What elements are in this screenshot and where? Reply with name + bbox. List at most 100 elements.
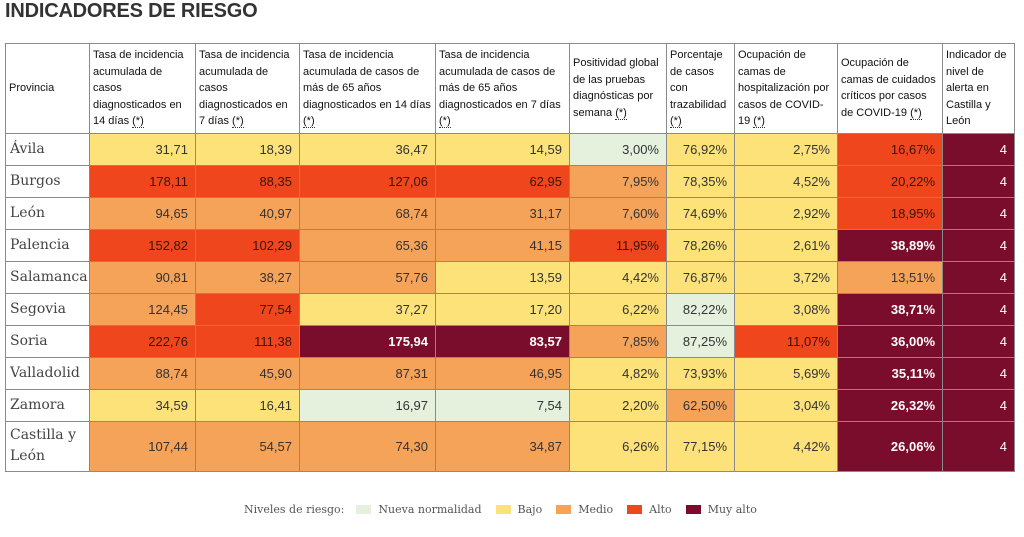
indicator-cell: 4 [942, 356, 1015, 390]
legend-label: Niveles de riesgo: [244, 503, 345, 516]
indicator-cell: 107,44 [89, 420, 196, 472]
table-row: León 94,65 40,97 68,74 31,17 7,60% 74,69% 2,92%… [5, 196, 1015, 230]
province-name: Castilla y León [5, 420, 90, 472]
indicator-cell: 7,85% [569, 324, 667, 358]
table-row: Castilla y León 107,44 54,57 74,30 34,87 6,26… [5, 420, 1015, 472]
column-header-text: Positividad global de las pruebas diagnó… [573, 57, 659, 119]
legend-item-label: Alto [649, 503, 672, 516]
indicator-cell: 62,95 [435, 164, 570, 198]
indicator-cell: 77,15% [666, 420, 735, 472]
column-header-text: Provincia [9, 82, 55, 94]
indicator-cell: 90,81 [89, 260, 196, 294]
page-title: INDICADORES DE RIESGO [5, 0, 258, 22]
legend-item-label: Nueva normalidad [378, 503, 482, 516]
indicator-cell: 77,54 [195, 292, 300, 326]
indicator-cell: 34,87 [435, 420, 570, 472]
indicator-cell: 4,42% [569, 260, 667, 294]
province-name: Burgos [5, 164, 90, 198]
province-name: Palencia [5, 228, 90, 262]
column-header-text: Tasa de incidencia acumulada de casos de… [439, 49, 561, 111]
column-header-text: Ocupación de camas de cuidados críticos … [841, 57, 936, 119]
province-name: Zamora [5, 388, 90, 422]
table-row: Soria 222,76 111,38 175,94 83,57 7,85% 87,25% 1… [5, 324, 1015, 358]
indicator-cell: 11,95% [569, 228, 667, 262]
indicator-cell: 13,51% [837, 260, 943, 294]
province-name: Valladolid [5, 356, 90, 390]
indicator-cell: 3,00% [569, 132, 667, 166]
footnote-marker[interactable]: (*) [615, 106, 627, 120]
column-header-text: Tasa de incidencia acumulada de casos de… [303, 49, 431, 111]
table-body: Ávila 31,71 18,39 36,47 14,59 3,00% 76,92% 2,75… [5, 132, 1015, 472]
indicator-cell: 13,59 [435, 260, 570, 294]
table-row: Segovia 124,45 77,54 37,27 17,20 6,22% 82,22% 3… [5, 292, 1015, 326]
column-header-text: Indicador de nivel de alerta en Castilla… [946, 49, 1007, 127]
legend-item-label: Bajo [517, 503, 543, 516]
indicator-cell: 4 [942, 164, 1015, 198]
indicator-cell: 82,22% [666, 292, 735, 326]
indicator-cell: 3,04% [734, 388, 838, 422]
indicator-cell: 26,06% [837, 420, 943, 472]
indicator-cell: 6,22% [569, 292, 667, 326]
indicator-cell: 78,35% [666, 164, 735, 198]
footnote-marker[interactable]: (*) [753, 115, 765, 128]
indicator-cell: 76,87% [666, 260, 735, 294]
column-header: Positividad global de las pruebas diagnó… [569, 43, 667, 134]
legend-swatch [356, 505, 372, 514]
indicator-cell: 4 [942, 132, 1015, 166]
indicator-cell: 7,60% [569, 196, 667, 230]
column-header: Tasa de incidencia acumulada de casos di… [195, 43, 300, 134]
footnote-marker[interactable]: (*) [132, 115, 144, 128]
footnote-marker[interactable]: (*) [910, 106, 922, 120]
table-row: Palencia 152,82 102,29 65,36 41,15 11,95% 78,2… [5, 228, 1015, 262]
indicator-cell: 62,50% [666, 388, 735, 422]
footnote-marker[interactable]: (*) [232, 115, 244, 128]
indicator-cell: 16,67% [837, 132, 943, 166]
table-row: Burgos 178,11 88,35 127,06 62,95 7,95% 78,35% 4… [5, 164, 1015, 198]
column-header: Porcentaje de casos con trazabilidad (*) [666, 43, 735, 134]
column-header-text: Tasa de incidencia acumulada de casos di… [93, 49, 184, 127]
indicator-cell: 3,72% [734, 260, 838, 294]
column-header: Tasa de incidencia acumulada de casos de… [435, 43, 570, 134]
indicator-cell: 178,11 [89, 164, 196, 198]
column-header: Ocupación de camas de cuidados críticos … [837, 43, 943, 134]
legend-item: Muy alto [685, 503, 757, 516]
legend-swatch [685, 505, 701, 514]
risk-indicators-table: Provincia Tasa de incidencia acumulada de… [5, 43, 1015, 472]
indicator-cell: 26,32% [837, 388, 943, 422]
indicator-cell: 4 [942, 228, 1015, 262]
indicator-cell: 111,38 [195, 324, 300, 358]
footnote-marker[interactable]: (*) [439, 115, 451, 128]
footnote-marker[interactable]: (*) [303, 115, 315, 128]
indicator-cell: 31,17 [435, 196, 570, 230]
column-header-text: Tasa de incidencia acumulada de casos di… [199, 49, 290, 127]
table-row: Zamora 34,59 16,41 16,97 7,54 2,20% 62,50% 3,04… [5, 388, 1015, 422]
indicator-cell: 45,90 [195, 356, 300, 390]
column-header-text: Porcentaje de casos con trazabilidad [670, 49, 727, 111]
indicator-cell: 36,47 [299, 132, 436, 166]
indicator-cell: 40,97 [195, 196, 300, 230]
indicator-cell: 87,25% [666, 324, 735, 358]
indicator-cell: 4 [942, 420, 1015, 472]
indicator-cell: 102,29 [195, 228, 300, 262]
indicator-cell: 94,65 [89, 196, 196, 230]
indicator-cell: 31,71 [89, 132, 196, 166]
legend-swatch [627, 505, 643, 514]
indicator-cell: 16,97 [299, 388, 436, 422]
indicator-cell: 41,15 [435, 228, 570, 262]
indicator-cell: 38,27 [195, 260, 300, 294]
indicator-cell: 222,76 [89, 324, 196, 358]
header-row: Provincia Tasa de incidencia acumulada de… [5, 43, 1015, 134]
column-header: Ocupación de camas de hospitalización po… [734, 43, 838, 134]
indicator-cell: 4 [942, 260, 1015, 294]
indicator-cell: 46,95 [435, 356, 570, 390]
indicator-cell: 83,57 [435, 324, 570, 358]
indicator-cell: 88,74 [89, 356, 196, 390]
indicator-cell: 2,75% [734, 132, 838, 166]
indicator-cell: 65,36 [299, 228, 436, 262]
indicator-cell: 68,74 [299, 196, 436, 230]
indicator-cell: 34,59 [89, 388, 196, 422]
province-name: Soria [5, 324, 90, 358]
indicator-cell: 38,89% [837, 228, 943, 262]
footnote-marker[interactable]: (*) [670, 115, 682, 128]
indicator-cell: 4 [942, 388, 1015, 422]
